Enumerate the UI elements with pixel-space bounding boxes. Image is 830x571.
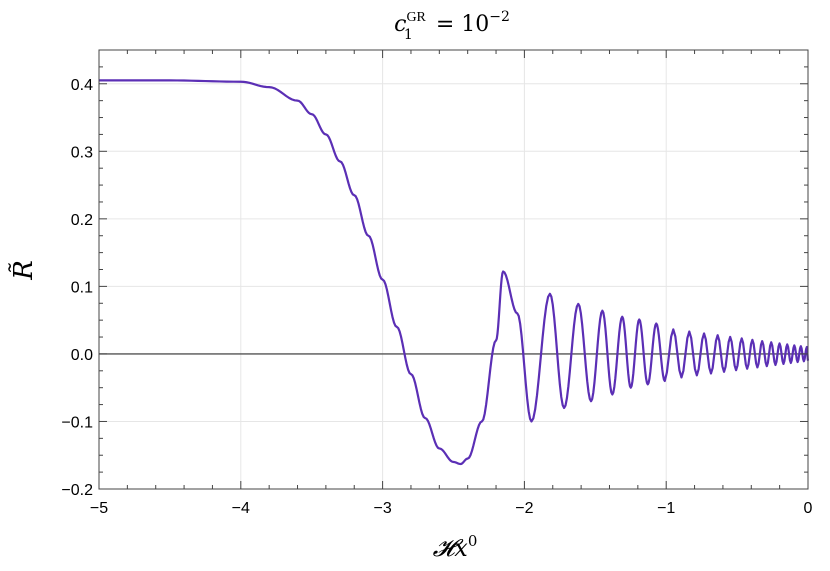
x-axis-label: 𝓗x0: [433, 532, 478, 562]
x-tick-label: 0: [804, 500, 813, 517]
x-tick-label: −3: [373, 500, 391, 517]
y-tick-label: 0.0: [71, 347, 93, 364]
y-tick-label: −0.1: [61, 414, 93, 431]
series-line: [99, 79, 810, 466]
x-tick-label: −2: [515, 500, 533, 517]
plot-frame: [98, 49, 809, 490]
y-tick-label: 0.3: [71, 144, 93, 161]
x-tick-labels: −5 −4 −3 −2 −1 0: [90, 500, 813, 517]
axis-ticks: [98, 49, 809, 490]
y-tick-labels: −0.2 −0.1 0.0 0.1 0.2 0.3 0.4: [61, 77, 93, 499]
grid: [99, 49, 808, 490]
chart-title: cGR 1 = 10−2: [394, 9, 510, 43]
y-tick-label: 0.1: [71, 279, 93, 296]
x-tick-label: −1: [657, 500, 675, 517]
x-tick-label: −5: [90, 500, 108, 517]
y-tick-label: 0.2: [71, 212, 93, 229]
y-tick-label: −0.2: [61, 482, 93, 499]
y-axis-label: R̃: [8, 260, 39, 281]
y-tick-label: 0.4: [71, 77, 93, 94]
x-tick-label: −4: [232, 500, 250, 517]
